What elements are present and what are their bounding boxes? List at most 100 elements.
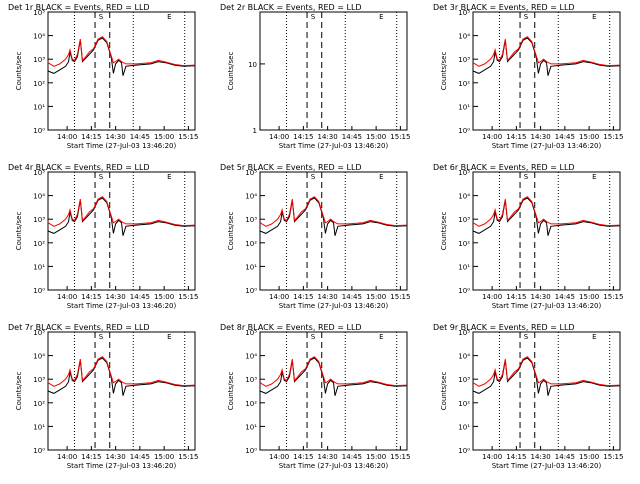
y-tick-label: 10³ [33,56,45,64]
x-tick-label: 14:15 [81,133,101,141]
y-axis-label: Counts/sec [15,212,23,251]
y-tick-label: 10⁴ [33,193,45,201]
x-tick-label: 14:15 [81,293,101,301]
x-tick-label: 14:15 [506,453,526,461]
x-tick-label: 14:45 [130,453,150,461]
series-line-lld [259,196,408,227]
panel-title: Det 3r BLACK = Events, RED = LLD [433,3,575,12]
plot-frame [259,331,408,451]
y-tick-label: 10³ [458,376,470,384]
y-tick-label: 10⁵ [33,169,45,177]
series-line-events [47,197,196,236]
y-tick-label: 10¹ [458,263,470,271]
y-tick-label: 10⁴ [458,353,470,361]
series-line-lld [472,196,621,227]
end-marker-label: E [592,173,596,181]
y-tick-label: 10⁵ [245,169,257,177]
y-tick-label: 10⁵ [458,169,470,177]
start-marker-label: S [311,13,316,21]
start-marker-label: S [524,13,529,21]
x-tick-label: 15:15 [178,133,198,141]
x-tick-label: 14:00 [57,453,77,461]
x-tick-label: 14:45 [555,133,575,141]
y-tick-label: 10⁴ [33,33,45,41]
x-tick-label: 14:30 [106,453,126,461]
y-tick-label: 10⁵ [458,329,470,337]
x-tick-label: 14:45 [342,293,362,301]
y-tick-label: 10¹ [33,263,45,271]
start-marker-label: S [524,333,529,341]
y-tick-label: 10⁰ [33,447,45,455]
y-tick-label: 10⁰ [245,447,257,455]
series-line-events [47,37,196,76]
x-axis-label: Start Time (27-Jul-03 13:46:20) [492,462,602,470]
x-tick-label: 14:45 [342,133,362,141]
y-tick-label: 10⁰ [458,287,470,295]
x-tick-label: 14:45 [130,293,150,301]
y-axis-label: Counts/sec [227,372,235,411]
start-marker-label: S [311,333,316,341]
x-tick-label: 15:15 [390,133,410,141]
series-line-events [259,197,408,236]
panel-title: Det 4r BLACK = Events, RED = LLD [8,163,150,172]
x-tick-label: 14:45 [555,453,575,461]
x-tick-label: 14:30 [106,293,126,301]
y-axis-label: Counts/sec [227,52,235,91]
y-tick-label: 10⁰ [458,447,470,455]
x-axis-label: Start Time (27-Jul-03 13:46:20) [492,142,602,150]
x-axis-label: Start Time (27-Jul-03 13:46:20) [67,302,177,310]
start-marker-label: S [524,173,529,181]
y-tick-label: 10² [245,400,257,408]
y-axis-label: Counts/sec [15,52,23,91]
x-tick-label: 14:45 [555,293,575,301]
y-tick-label: 10¹ [245,263,257,271]
x-tick-label: 14:30 [318,133,338,141]
x-tick-label: 15:00 [154,293,174,301]
y-tick-label: 10⁰ [458,127,470,135]
x-tick-label: 14:15 [293,293,313,301]
panel-title: Det 5r BLACK = Events, RED = LLD [220,163,362,172]
y-tick-label: 10² [33,80,45,88]
y-tick-label: 10⁵ [33,329,45,337]
x-tick-label: 15:00 [579,133,599,141]
x-tick-label: 14:00 [269,293,289,301]
y-tick-label: 10² [33,240,45,248]
series-line-events [472,357,621,396]
series-line-lld [259,356,408,387]
series-line-lld [47,36,196,67]
x-tick-label: 14:00 [57,133,77,141]
x-axis-label: Start Time (27-Jul-03 13:46:20) [279,302,389,310]
y-tick-label: 1 [253,127,257,135]
panel-title: Det 7r BLACK = Events, RED = LLD [8,323,150,332]
x-tick-label: 14:45 [342,453,362,461]
y-tick-label: 10² [245,240,257,248]
x-tick-label: 14:30 [531,293,551,301]
y-tick-label: 10³ [245,376,257,384]
x-tick-label: 15:00 [579,293,599,301]
x-tick-label: 14:30 [318,293,338,301]
x-tick-label: 15:00 [579,453,599,461]
x-tick-label: 14:00 [269,133,289,141]
plot-frame [472,331,621,451]
x-tick-label: 15:15 [603,453,623,461]
x-tick-label: 15:00 [366,453,386,461]
y-axis-label: Counts/sec [440,52,448,91]
x-axis-label: Start Time (27-Jul-03 13:46:20) [279,462,389,470]
x-tick-label: 14:15 [506,133,526,141]
plot-frame [259,11,408,131]
plot-frame [47,11,196,131]
y-tick-label: 10⁰ [33,287,45,295]
x-tick-label: 15:00 [366,293,386,301]
x-axis-label: Start Time (27-Jul-03 13:46:20) [279,142,389,150]
series-line-lld [47,356,196,387]
end-marker-label: E [379,333,383,341]
plot-frame [47,171,196,291]
x-tick-label: 14:30 [318,453,338,461]
x-tick-label: 14:15 [293,453,313,461]
y-axis-label: Counts/sec [440,372,448,411]
y-tick-label: 10² [458,240,470,248]
